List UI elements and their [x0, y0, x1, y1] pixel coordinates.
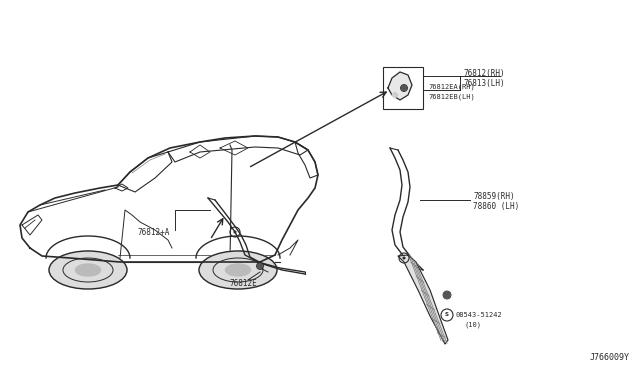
- Text: 78860 (LH): 78860 (LH): [473, 202, 519, 211]
- Ellipse shape: [199, 251, 277, 289]
- Circle shape: [444, 292, 450, 298]
- Text: S: S: [445, 312, 449, 317]
- Text: 76812EA(RH): 76812EA(RH): [428, 84, 475, 90]
- Circle shape: [257, 263, 262, 269]
- Text: 76812E: 76812E: [230, 279, 258, 289]
- Circle shape: [401, 86, 406, 90]
- Ellipse shape: [225, 264, 250, 276]
- Circle shape: [234, 231, 236, 233]
- Text: (10): (10): [465, 322, 482, 328]
- Polygon shape: [388, 72, 412, 100]
- Ellipse shape: [49, 251, 127, 289]
- Circle shape: [403, 257, 405, 259]
- Text: 78859(RH): 78859(RH): [473, 192, 515, 201]
- Bar: [383, 67, 423, 109]
- Polygon shape: [398, 255, 448, 344]
- Text: J766009Y: J766009Y: [590, 353, 630, 362]
- Text: 08543-51242: 08543-51242: [455, 312, 502, 318]
- Ellipse shape: [76, 264, 100, 276]
- Text: 76812EB(LH): 76812EB(LH): [428, 94, 475, 100]
- Polygon shape: [392, 92, 398, 98]
- Text: 76812+A: 76812+A: [138, 228, 170, 237]
- Text: 76812(RH): 76812(RH): [464, 68, 506, 77]
- Text: 76813(LH): 76813(LH): [464, 78, 506, 87]
